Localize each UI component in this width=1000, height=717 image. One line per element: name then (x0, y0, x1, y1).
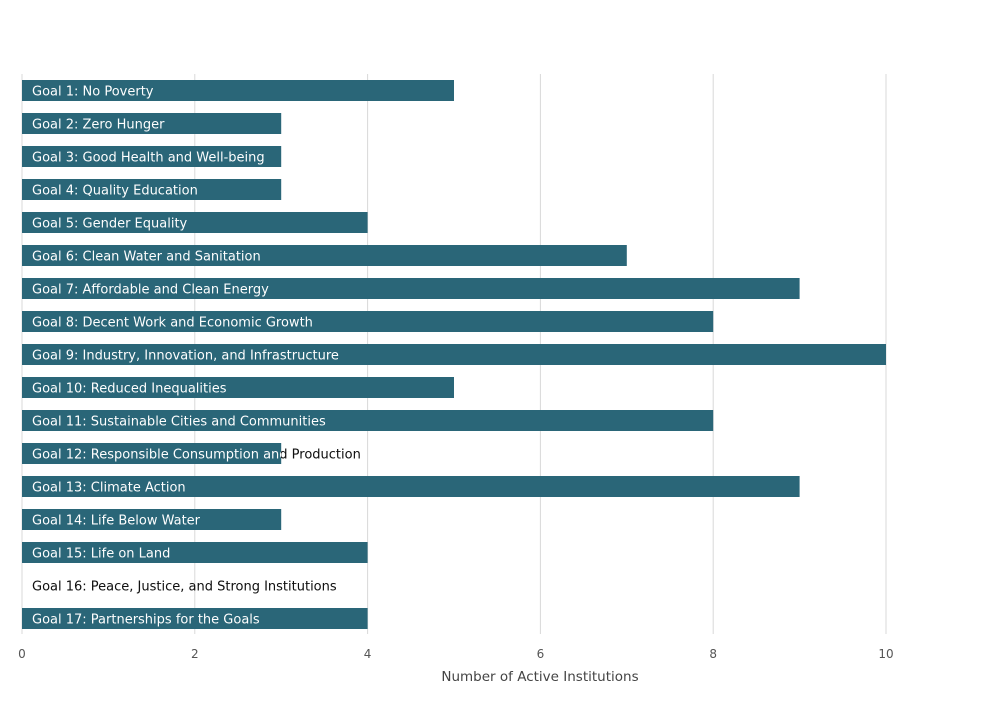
bar-group: Goal 17: Partnerships for the Goals (22, 608, 368, 629)
bar[interactable] (22, 278, 800, 299)
x-tick-label: 8 (709, 647, 717, 661)
bar-group: Goal 15: Life on Land (22, 542, 368, 563)
bar[interactable] (22, 608, 368, 629)
bar-group: Goal 9: Industry, Innovation, and Infras… (22, 344, 886, 365)
bar[interactable] (22, 113, 282, 134)
bar-group: Goal 10: Reduced Inequalities (22, 377, 454, 398)
bar-label: Goal 4: Quality Education (32, 184, 198, 199)
bar-label: Goal 17: Partnerships for the Goals (32, 613, 260, 628)
bar-group: Goal 11: Sustainable Cities and Communit… (22, 410, 714, 431)
x-tick-label: 0 (18, 647, 26, 661)
bar-label: Goal 14: Life Below Water (32, 514, 201, 529)
bar[interactable] (22, 377, 454, 398)
x-tick-label: 2 (191, 647, 199, 661)
bar[interactable] (22, 146, 282, 167)
bar-label: Goal 3: Good Health and Well-being (32, 151, 265, 166)
bar[interactable] (22, 476, 800, 497)
bar-group: Goal 13: Climate Action (22, 476, 800, 497)
x-tick-label: 6 (537, 647, 545, 661)
bar-label: Goal 5: Gender Equality (32, 217, 188, 232)
bar-group: Goal 2: Zero Hunger (22, 113, 282, 134)
bar-label: Goal 8: Decent Work and Economic Growth (32, 316, 313, 331)
bar[interactable] (22, 179, 282, 200)
bar[interactable] (22, 245, 627, 266)
bar[interactable] (22, 80, 454, 101)
x-tick-label: 10 (878, 647, 893, 661)
bar-group: Goal 7: Affordable and Clean Energy (22, 278, 800, 299)
bar-label: Goal 10: Reduced Inequalities (32, 382, 227, 397)
bar-label: Goal 11: Sustainable Cities and Communit… (32, 415, 326, 430)
bar-label: Goal 15: Life on Land (32, 547, 170, 562)
x-tick-labels: 0 2 4 6 8 10 (18, 647, 893, 661)
bar[interactable] (22, 212, 368, 233)
bar[interactable] (22, 311, 714, 332)
x-axis-label: Number of Active Institutions (441, 669, 638, 685)
bar-label: Goal 7: Affordable and Clean Energy (32, 283, 269, 298)
bar[interactable] (22, 509, 282, 530)
bar-group: Goal 5: Gender Equality (22, 212, 368, 233)
x-tick-label: 4 (364, 647, 372, 661)
bar-label: Goal 1: No Poverty (32, 85, 154, 100)
bar-label: Goal 6: Clean Water and Sanitation (32, 250, 261, 265)
bar-label: Goal 2: Zero Hunger (32, 118, 165, 133)
bar-group: Goal 4: Quality Education (22, 179, 282, 200)
bar-group: Goal 14: Life Below Water (22, 509, 282, 530)
bar-group: Goal 8: Decent Work and Economic Growth (22, 311, 714, 332)
bars: Goal 1: No Poverty Goal 2: Zero Hunger Goa… (22, 80, 886, 629)
bar-group: Goal 16: Peace, Justice, and Strong Inst… (32, 580, 337, 595)
bar-group: Goal 12: Responsible Consumption and Pro… (22, 443, 361, 464)
bar-label: Goal 9: Industry, Innovation, and Infras… (32, 349, 339, 364)
bar-label: Goal 12: Responsible Consumption and Pro… (32, 448, 361, 463)
bar[interactable] (22, 443, 282, 464)
bar[interactable] (22, 344, 886, 365)
bar-label: Goal 16: Peace, Justice, and Strong Inst… (32, 580, 337, 595)
bar-label: Goal 13: Climate Action (32, 481, 186, 496)
bar-group: Goal 6: Clean Water and Sanitation (22, 245, 627, 266)
bar[interactable] (22, 410, 714, 431)
bar-group: Goal 1: No Poverty (22, 80, 454, 101)
bar-group: Goal 3: Good Health and Well-being (22, 146, 282, 167)
bar[interactable] (22, 542, 368, 563)
